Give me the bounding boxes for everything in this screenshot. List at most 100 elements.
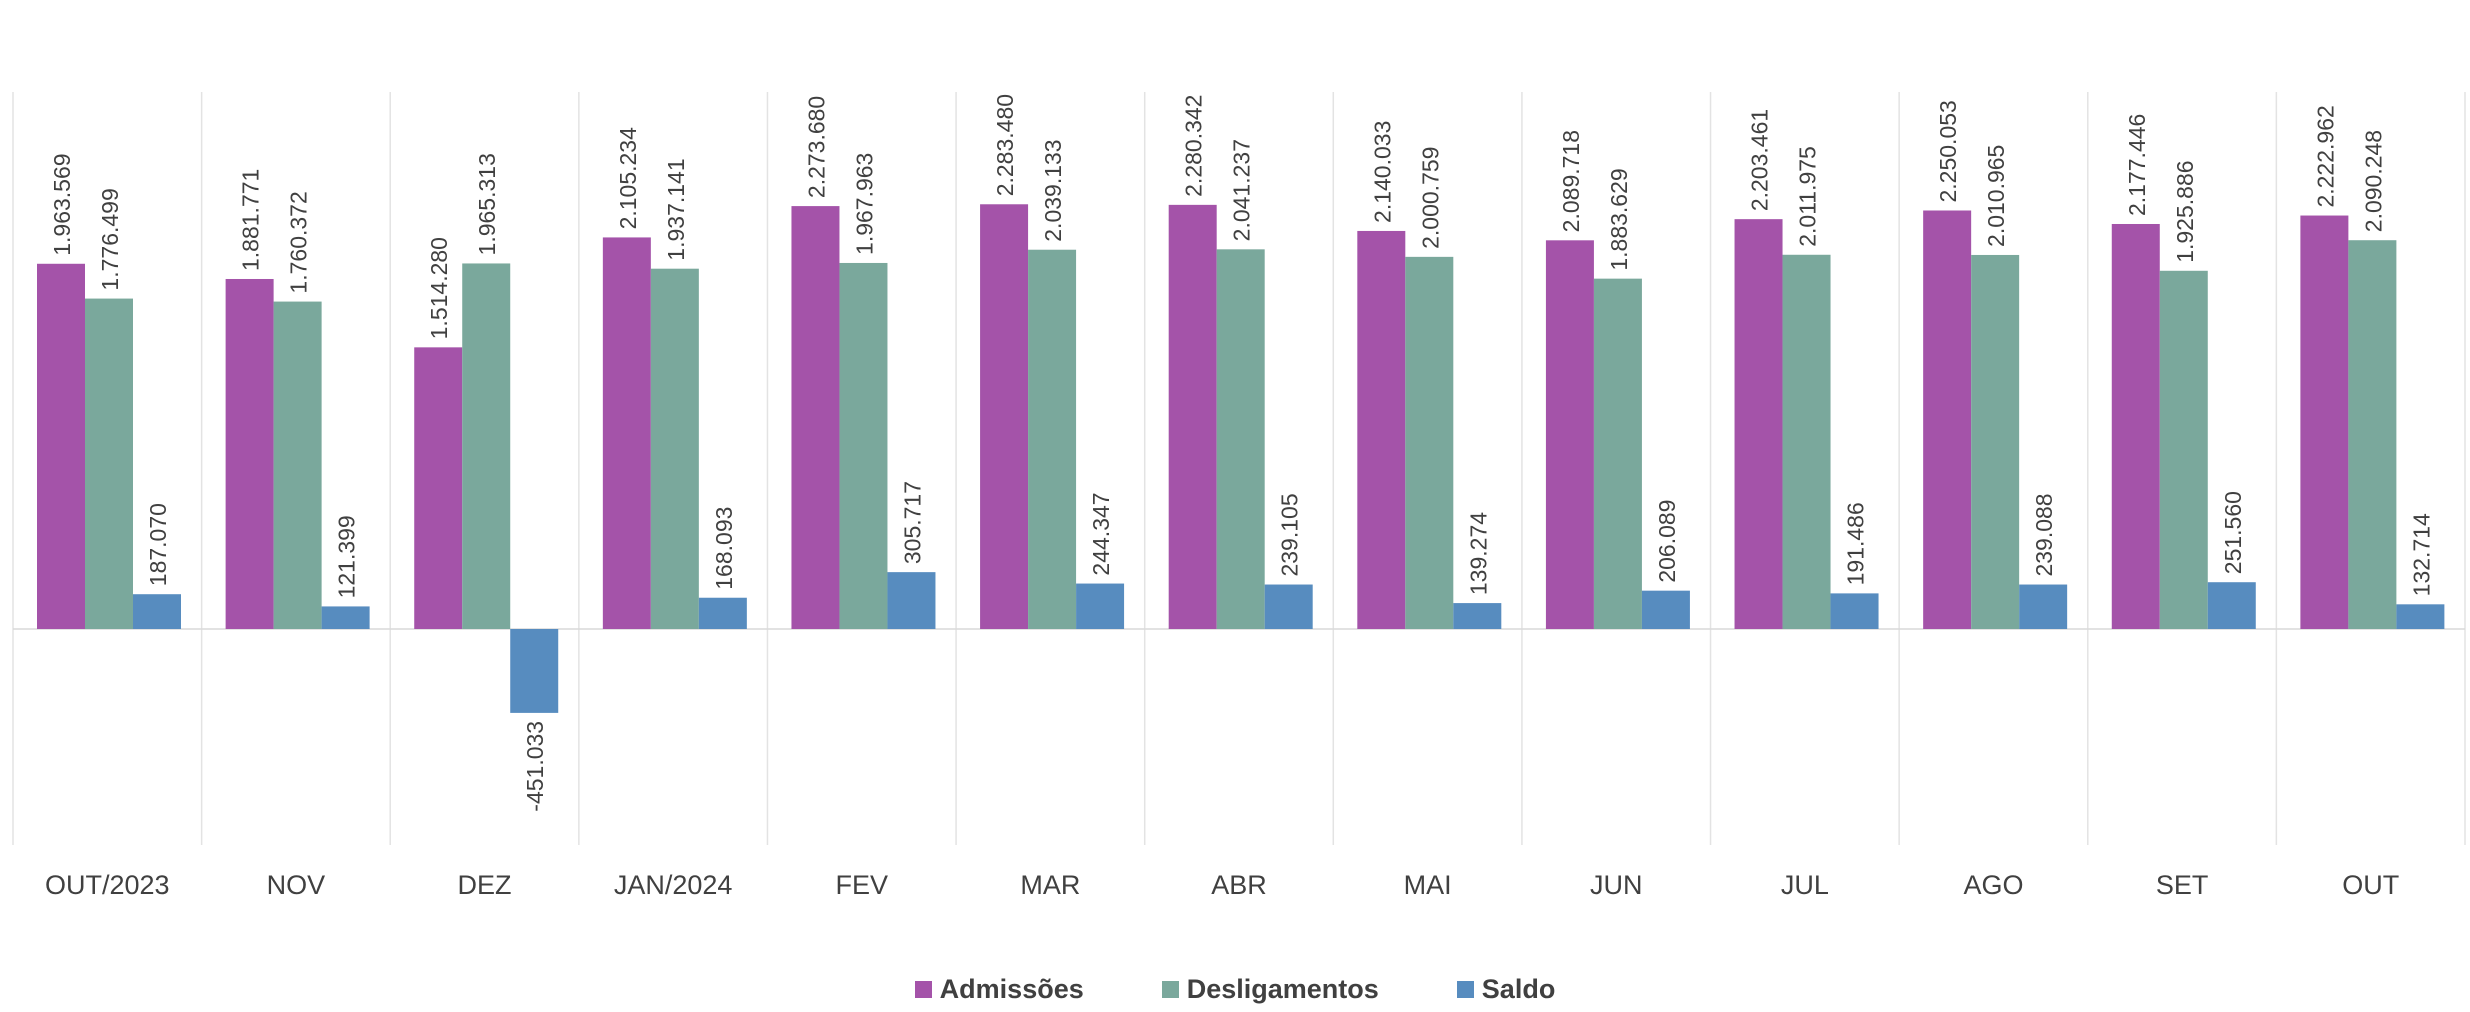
data-label: 251.560 [2220,491,2246,574]
data-label: 1.965.313 [474,153,500,255]
bar-admissoes [414,347,463,629]
legend-label-desligamentos: Desligamentos [1186,973,1379,1004]
bar-saldo [1641,590,1690,629]
bar-saldo [1076,583,1125,629]
data-label: 1.963.569 [49,153,75,255]
data-label: 305.717 [899,481,925,564]
data-label: 1.881.771 [238,169,264,271]
bar-desligamentos [1216,249,1265,629]
legend-label-admissoes: Admissões [939,973,1084,1004]
bar-desligamentos [2348,240,2397,629]
bar-saldo [2019,584,2068,629]
bar-admissoes [1923,210,1972,629]
bar-saldo [133,594,181,629]
category-label: MAR [1020,870,1080,900]
bar-admissoes [980,204,1029,630]
bar-desligamentos [839,262,888,629]
legend-label-saldo: Saldo [1481,973,1556,1004]
legend-swatch-admissoes [914,980,932,998]
legend-item-admissoes: Admissões [914,973,1084,1005]
category-label: OUT [2342,870,2399,900]
bar-admissoes [2300,215,2349,630]
legend-item-saldo: Saldo [1456,973,1556,1005]
data-label: 187.070 [145,503,171,586]
data-label: 2.105.234 [615,127,641,230]
data-label: 1.967.963 [851,153,877,255]
bar-saldo [887,572,936,629]
data-label: 2.090.248 [2360,130,2386,232]
category-label: AGO [1963,870,2023,900]
bar-desligamentos [1593,278,1642,629]
category-label: JAN/2024 [614,870,733,900]
data-label: 244.347 [1088,492,1114,575]
bar-saldo [2207,582,2256,629]
bar-desligamentos [1782,254,1831,629]
data-label: 2.273.680 [803,96,829,198]
data-label: 1.776.499 [97,188,123,290]
data-label: 168.093 [711,507,737,590]
bar-admissoes [2111,223,2160,629]
data-label: 2.089.718 [1558,130,1584,232]
data-label: 2.039.133 [1040,139,1066,241]
bar-admissoes [225,278,274,629]
category-label: OUT/2023 [45,870,170,900]
data-label: 206.089 [1654,500,1680,583]
data-label: 2.203.461 [1747,109,1773,211]
bar-admissoes [1357,230,1406,629]
bar-admissoes [791,206,840,629]
legend-swatch-saldo [1456,980,1474,998]
bar-saldo [1830,593,1879,629]
bar-desligamentos [85,298,133,629]
data-label: 239.105 [1277,493,1303,576]
bar-saldo [2396,604,2445,629]
data-label: 2.010.965 [1983,145,2009,247]
bar-admissoes [602,237,651,629]
data-label: 1.937.141 [663,158,689,260]
bar-admissoes [1734,219,1783,629]
data-label: 2.283.480 [992,94,1018,196]
category-label: JUN [1590,870,1643,900]
data-label: 2.222.962 [2312,105,2338,207]
data-label: 191.486 [1843,502,1869,585]
data-label: 1.925.886 [2172,160,2198,262]
category-label: ABR [1211,870,1267,900]
bar-admissoes [1545,240,1594,630]
data-label: 139.274 [1465,512,1491,595]
legend-swatch-desligamentos [1161,980,1179,998]
data-label: 2.011.975 [1795,146,1821,247]
bar-saldo [698,597,747,629]
bar-desligamentos [650,268,699,629]
bar-saldo [1264,584,1313,629]
category-label: NOV [267,870,326,900]
bar-desligamentos [462,263,511,629]
data-label: 2.250.053 [1935,100,1961,202]
bar-admissoes [37,263,85,629]
bar-saldo [1453,603,1502,629]
data-label: 2.280.342 [1181,95,1207,197]
data-label: 121.399 [334,515,360,598]
bar-saldo [510,629,559,713]
data-label: 1.883.629 [1606,168,1632,270]
data-label: 1.514.280 [426,237,452,339]
data-label: 132.714 [2408,513,2434,596]
category-label: FEV [836,870,889,900]
legend: Admissões Desligamentos Saldo [0,972,2470,1006]
category-label: MAI [1404,870,1452,900]
category-label: SET [2156,870,2209,900]
bar-desligamentos [1971,254,2020,629]
legend-item-desligamentos: Desligamentos [1161,973,1379,1005]
data-label: 2.140.033 [1369,121,1395,223]
bar-desligamentos [1405,256,1454,629]
bar-saldo [321,606,370,629]
category-label: DEZ [458,870,512,900]
bar-desligamentos [2159,270,2208,629]
data-label: 2.177.446 [2124,114,2150,216]
bar-desligamentos [1028,249,1077,630]
category-label: JUL [1781,870,1829,900]
data-label: 239.088 [2031,493,2057,576]
data-label: 1.760.372 [286,191,312,293]
bar-desligamentos [273,301,322,629]
data-label: -451.033 [522,721,548,812]
